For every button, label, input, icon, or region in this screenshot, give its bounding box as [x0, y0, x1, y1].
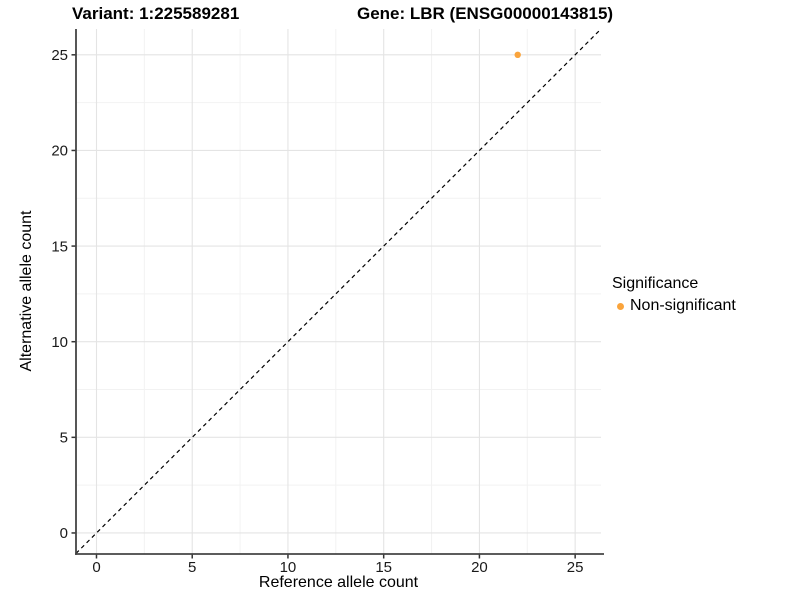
- data-point: [514, 51, 521, 59]
- y-tick-label: 5: [60, 430, 68, 447]
- x-axis-title: Reference allele count: [258, 574, 419, 591]
- variant-title: Variant: 1:225589281: [72, 4, 240, 23]
- legend-item-label: Non-significant: [630, 297, 736, 314]
- gene-title: Gene: LBR (ENSG00000143815): [357, 4, 614, 23]
- legend-title: Significance: [612, 275, 699, 292]
- y-tick-label: 0: [60, 525, 68, 542]
- x-tick-label: 10: [280, 559, 297, 576]
- x-tick-label: 15: [375, 559, 392, 576]
- x-tick-label: 0: [92, 559, 100, 576]
- y-tick-label: 25: [51, 47, 68, 64]
- y-tick-label: 10: [51, 334, 68, 351]
- y-axis-title: Alternative allele count: [18, 210, 35, 372]
- x-tick-label: 20: [471, 559, 488, 576]
- legend: Significance Non-significant: [612, 275, 736, 315]
- y-tick-label: 20: [51, 143, 68, 160]
- x-tick-label: 25: [567, 559, 584, 576]
- legend-item: Non-significant: [612, 297, 736, 315]
- x-tick-label: 5: [188, 559, 196, 576]
- legend-point-icon: [617, 302, 624, 310]
- y-tick-label: 15: [51, 238, 68, 255]
- identity-line: [75, 28, 602, 554]
